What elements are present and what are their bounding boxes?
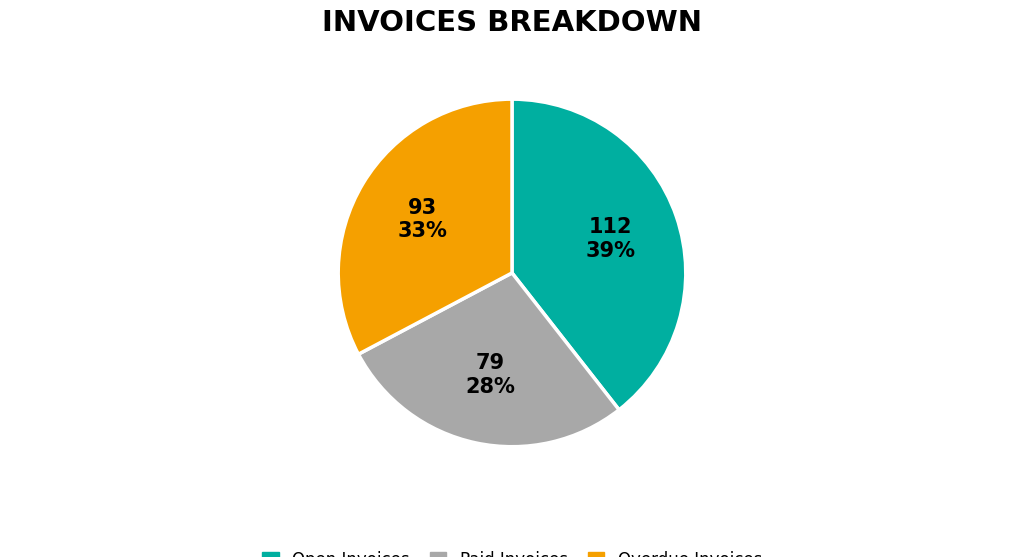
Text: 112
39%: 112 39% [586, 217, 636, 261]
Title: INVOICES BREAKDOWN: INVOICES BREAKDOWN [322, 9, 702, 37]
Text: 79
28%: 79 28% [465, 353, 515, 397]
Legend: Open Invoices, Paid Invoices, Overdue Invoices: Open Invoices, Paid Invoices, Overdue In… [254, 543, 770, 557]
Text: 93
33%: 93 33% [397, 198, 447, 241]
Wedge shape [358, 273, 620, 447]
Wedge shape [512, 99, 686, 410]
Wedge shape [338, 99, 512, 354]
